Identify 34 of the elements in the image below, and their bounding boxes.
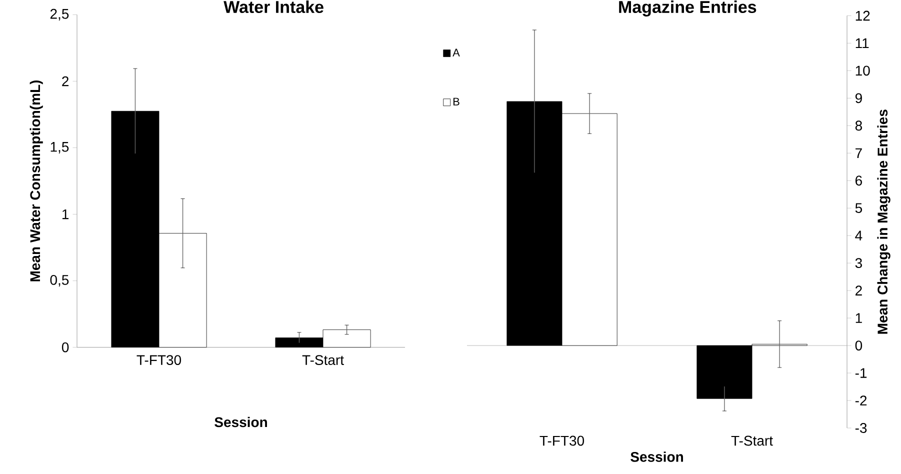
x-tick-label: T-FT30 <box>540 436 584 446</box>
x-axis-title: Session <box>630 452 683 462</box>
y-tick-label: 2,5 <box>50 8 69 20</box>
y-tick-label: 1,5 <box>50 142 69 154</box>
x-tick-label: T-FT30 <box>136 355 182 366</box>
y-tick-label: 7 <box>856 148 862 158</box>
y-tick-label: 1 <box>62 209 69 220</box>
chart-title: Water Intake <box>224 0 324 14</box>
y-axis-title: Mean Change in Magazine Entries <box>877 110 890 334</box>
y-tick-label: 2 <box>62 76 69 86</box>
y-tick-label: 11 <box>856 38 869 48</box>
y-tick-label: 0,5 <box>50 274 69 287</box>
x-tick-label: T-Start <box>302 355 344 366</box>
y-tick-label: 0 <box>855 340 862 350</box>
y-tick-label: 2 <box>856 286 862 296</box>
y-tick-label: 5 <box>855 203 862 213</box>
y-tick-label: 8 <box>855 120 862 131</box>
y-tick-label: 12 <box>856 10 870 21</box>
y-tick-label: 0 <box>62 342 69 352</box>
y-tick-label: -1 <box>855 368 867 378</box>
y-axis-title: Mean Water Consumption(mL) <box>30 80 43 282</box>
y-tick-label: -2 <box>855 396 867 406</box>
y-tick-label: 10 <box>856 66 870 76</box>
x-tick-label: T-Start <box>731 436 773 446</box>
chart-title: Magazine Entries <box>619 0 756 16</box>
legend-label: B <box>453 98 460 106</box>
y-tick-label: 4 <box>855 230 862 240</box>
y-tick-label: 1 <box>856 313 862 323</box>
legend-label: A <box>452 48 460 56</box>
y-tick-label: 9 <box>855 93 862 104</box>
y-tick-label: 3 <box>855 258 862 268</box>
y-tick-label: 6 <box>856 176 862 186</box>
y-tick-label: -3 <box>855 423 867 433</box>
x-axis-title: Session <box>214 416 267 428</box>
